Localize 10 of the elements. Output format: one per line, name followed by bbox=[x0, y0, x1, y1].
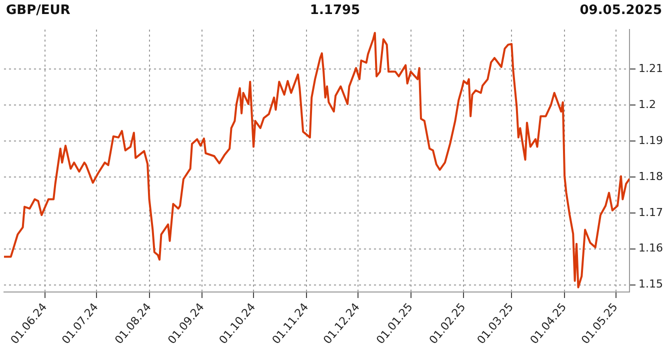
y-tick-label: 1.2 bbox=[638, 98, 656, 111]
y-tick-label: 1.18 bbox=[638, 170, 664, 183]
text: 09.05.2025 bbox=[580, 3, 662, 18]
y-tick-label: 1.15 bbox=[638, 278, 664, 291]
y-tick-label: 1.21 bbox=[638, 62, 664, 75]
y-tick-label: 1.17 bbox=[638, 206, 664, 219]
y-tick-label: 1.16 bbox=[638, 242, 664, 255]
chart-subtitle: 1.1795 bbox=[310, 3, 360, 18]
chart-title: GBP/EUR bbox=[6, 3, 70, 18]
y-tick-label: 1.19 bbox=[638, 134, 664, 147]
